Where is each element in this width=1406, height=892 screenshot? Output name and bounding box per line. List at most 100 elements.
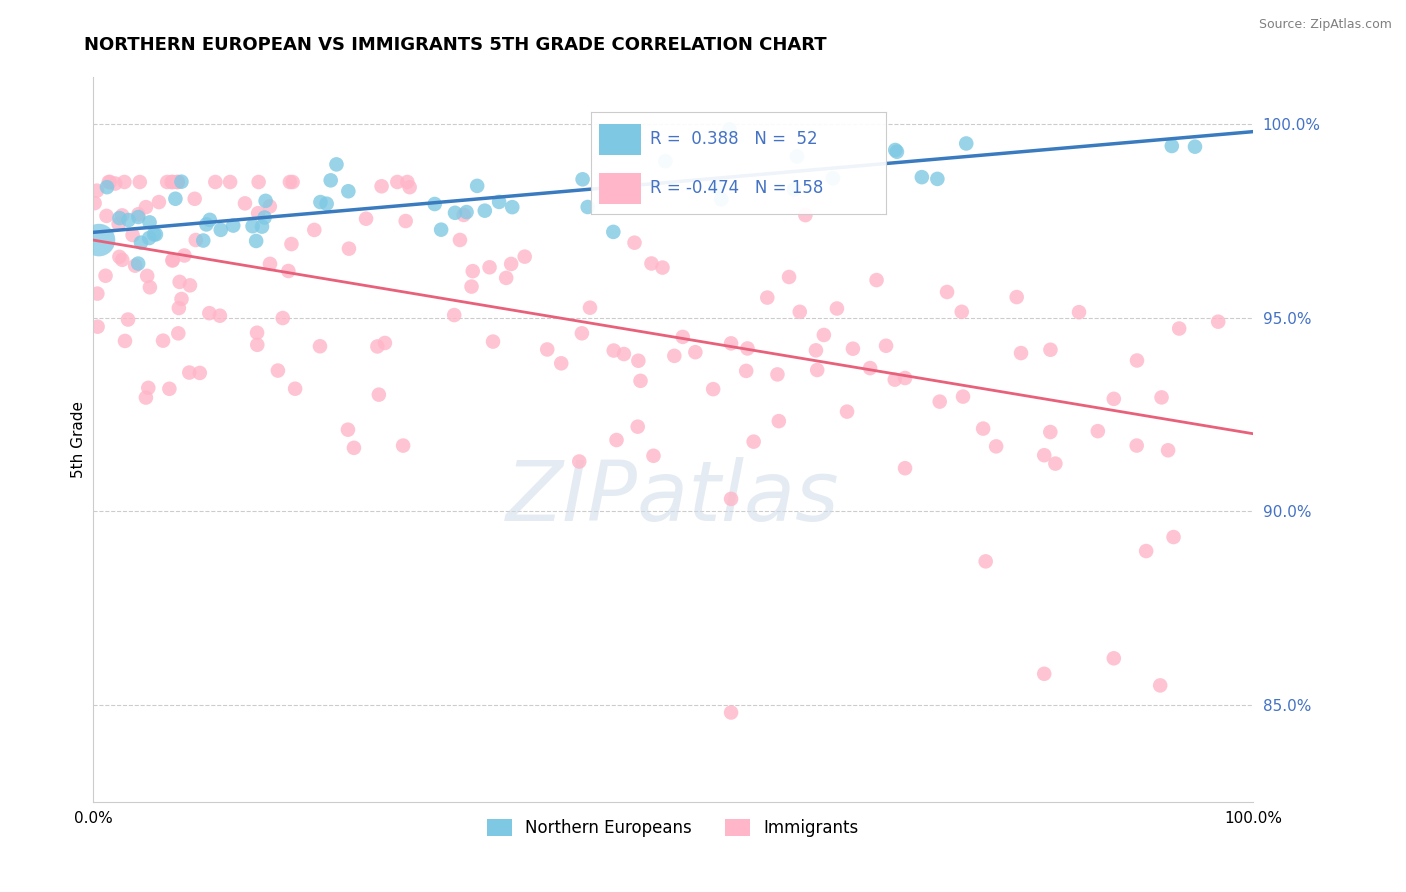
Point	[1168, 321, 1191, 335]
Point	[643, 449, 665, 463]
Point	[97, 175, 120, 189]
Point	[112, 175, 135, 189]
Point	[950, 305, 973, 319]
Point	[193, 234, 215, 248]
Text: NORTHERN EUROPEAN VS IMMIGRANTS 5TH GRADE CORRELATION CHART: NORTHERN EUROPEAN VS IMMIGRANTS 5TH GRAD…	[84, 36, 827, 54]
Point	[173, 248, 195, 262]
Point	[165, 192, 187, 206]
Point	[613, 347, 636, 361]
Point	[247, 206, 270, 220]
Point	[117, 213, 139, 227]
Point	[672, 330, 695, 344]
Point	[304, 223, 326, 237]
Point	[162, 175, 184, 189]
Point	[162, 252, 184, 267]
Point	[461, 264, 484, 278]
Point	[627, 419, 650, 434]
Point	[87, 233, 110, 247]
Point	[602, 343, 624, 358]
Point	[278, 175, 301, 189]
Point	[253, 211, 276, 225]
Point	[735, 364, 758, 378]
Point	[366, 339, 388, 353]
Point	[98, 175, 121, 189]
Point	[138, 215, 160, 229]
Point	[135, 200, 157, 214]
Point	[387, 175, 409, 189]
Point	[685, 345, 707, 359]
Point	[395, 214, 418, 228]
Point	[984, 439, 1007, 453]
Point	[86, 286, 108, 301]
Point	[246, 338, 269, 352]
Point	[166, 175, 188, 189]
Point	[398, 180, 420, 194]
Point	[651, 260, 673, 275]
Point	[337, 242, 360, 256]
Point	[825, 301, 848, 316]
Point	[127, 210, 149, 224]
Point	[136, 268, 159, 283]
Point	[640, 256, 662, 270]
Point	[209, 223, 232, 237]
Point	[233, 196, 256, 211]
Point	[571, 172, 593, 186]
Point	[96, 180, 118, 194]
Point	[842, 342, 865, 356]
Point	[443, 308, 465, 322]
Point	[86, 184, 108, 198]
Point	[1163, 530, 1185, 544]
Point	[835, 404, 858, 418]
Point	[571, 326, 593, 341]
Point	[952, 390, 974, 404]
Point	[127, 207, 149, 221]
Point	[488, 194, 510, 209]
Point	[111, 252, 134, 267]
Point	[136, 381, 159, 395]
Point	[894, 371, 917, 385]
Point	[1160, 139, 1182, 153]
Point	[474, 203, 496, 218]
Point	[167, 301, 190, 315]
Point	[911, 170, 934, 185]
Point	[242, 219, 264, 234]
Point	[315, 196, 337, 211]
Point	[284, 382, 307, 396]
Point	[720, 491, 742, 506]
Point	[170, 292, 193, 306]
Point	[1033, 666, 1056, 681]
Point	[245, 234, 267, 248]
Point	[184, 233, 207, 247]
Point	[281, 175, 304, 189]
Point	[343, 441, 366, 455]
Point	[568, 454, 591, 468]
Point	[169, 275, 191, 289]
Point	[94, 268, 117, 283]
Point	[886, 145, 908, 159]
Bar	[599, 124, 641, 154]
Point	[550, 356, 572, 370]
Point	[170, 175, 193, 189]
Point	[627, 353, 650, 368]
Point	[1157, 443, 1180, 458]
Point	[138, 231, 160, 245]
Point	[157, 382, 180, 396]
Point	[277, 264, 299, 278]
Point	[806, 363, 828, 377]
Point	[208, 309, 231, 323]
Point	[219, 175, 242, 189]
Point	[370, 179, 392, 194]
Point	[972, 421, 994, 435]
Point	[166, 175, 188, 189]
Point	[465, 178, 488, 193]
Point	[114, 334, 136, 348]
Point	[1135, 544, 1157, 558]
Point	[704, 180, 727, 194]
Point	[145, 227, 167, 242]
Point	[928, 394, 950, 409]
Point	[1010, 346, 1032, 360]
Point	[894, 461, 917, 475]
Point	[1039, 343, 1062, 357]
Point	[495, 271, 517, 285]
Point	[536, 343, 558, 357]
